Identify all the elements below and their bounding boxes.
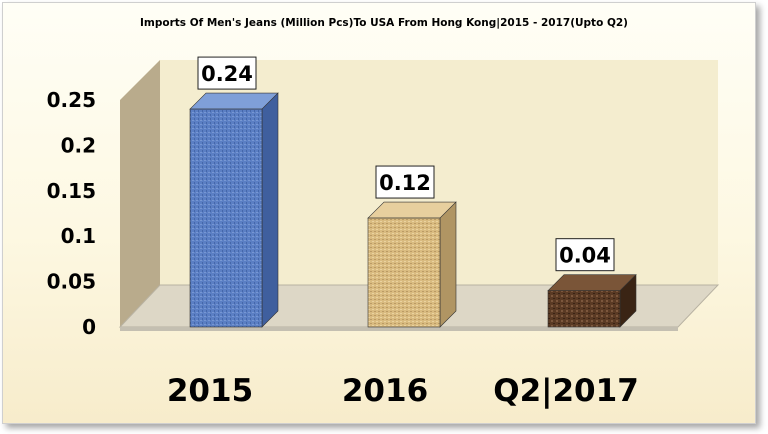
- bar-side-face: [261, 92, 279, 328]
- data-label-box: [375, 165, 435, 199]
- data-label: 0.12: [375, 165, 435, 199]
- data-label-text: 0.24: [201, 62, 253, 86]
- y-axis: 0 0.05 0.1 0.15 0.2 0.25: [47, 88, 96, 339]
- y-tick-label: 0: [82, 315, 96, 339]
- data-label-text: 0.04: [559, 244, 611, 268]
- x-category-label: 2015: [167, 373, 253, 409]
- chart-title: Imports Of Men's Jeans (Million Pcs)To U…: [140, 17, 628, 29]
- y-tick-label: 0.05: [47, 270, 96, 294]
- chart-side-wall: [120, 60, 160, 327]
- bar-front-face: [189, 108, 263, 328]
- chart-floor-edge: [120, 327, 678, 331]
- data-label-box: [197, 56, 257, 90]
- bar-2016: [367, 201, 457, 328]
- bar-side-face: [439, 201, 457, 328]
- data-label: 0.24: [197, 56, 257, 90]
- x-category-label: Q2|2017: [493, 373, 639, 409]
- chart-back-wall: [160, 60, 718, 285]
- y-tick-label: 0.2: [61, 133, 96, 157]
- y-tick-label: 0.25: [47, 88, 96, 112]
- bar-2015: [189, 92, 279, 328]
- bar-front-face: [367, 217, 441, 328]
- x-axis: 2015 2016 Q2|2017: [167, 373, 639, 409]
- y-tick-label: 0.15: [47, 179, 96, 203]
- data-label: 0.04: [555, 238, 615, 272]
- bars: 0.24 0.12 0.04: [189, 56, 637, 328]
- bar-q22017: [547, 273, 637, 328]
- data-label-box: [555, 238, 615, 272]
- bar-front-face: [547, 290, 621, 328]
- x-category-label: 2016: [342, 373, 428, 409]
- data-label-text: 0.12: [379, 171, 431, 195]
- y-tick-label: 0.1: [61, 224, 96, 248]
